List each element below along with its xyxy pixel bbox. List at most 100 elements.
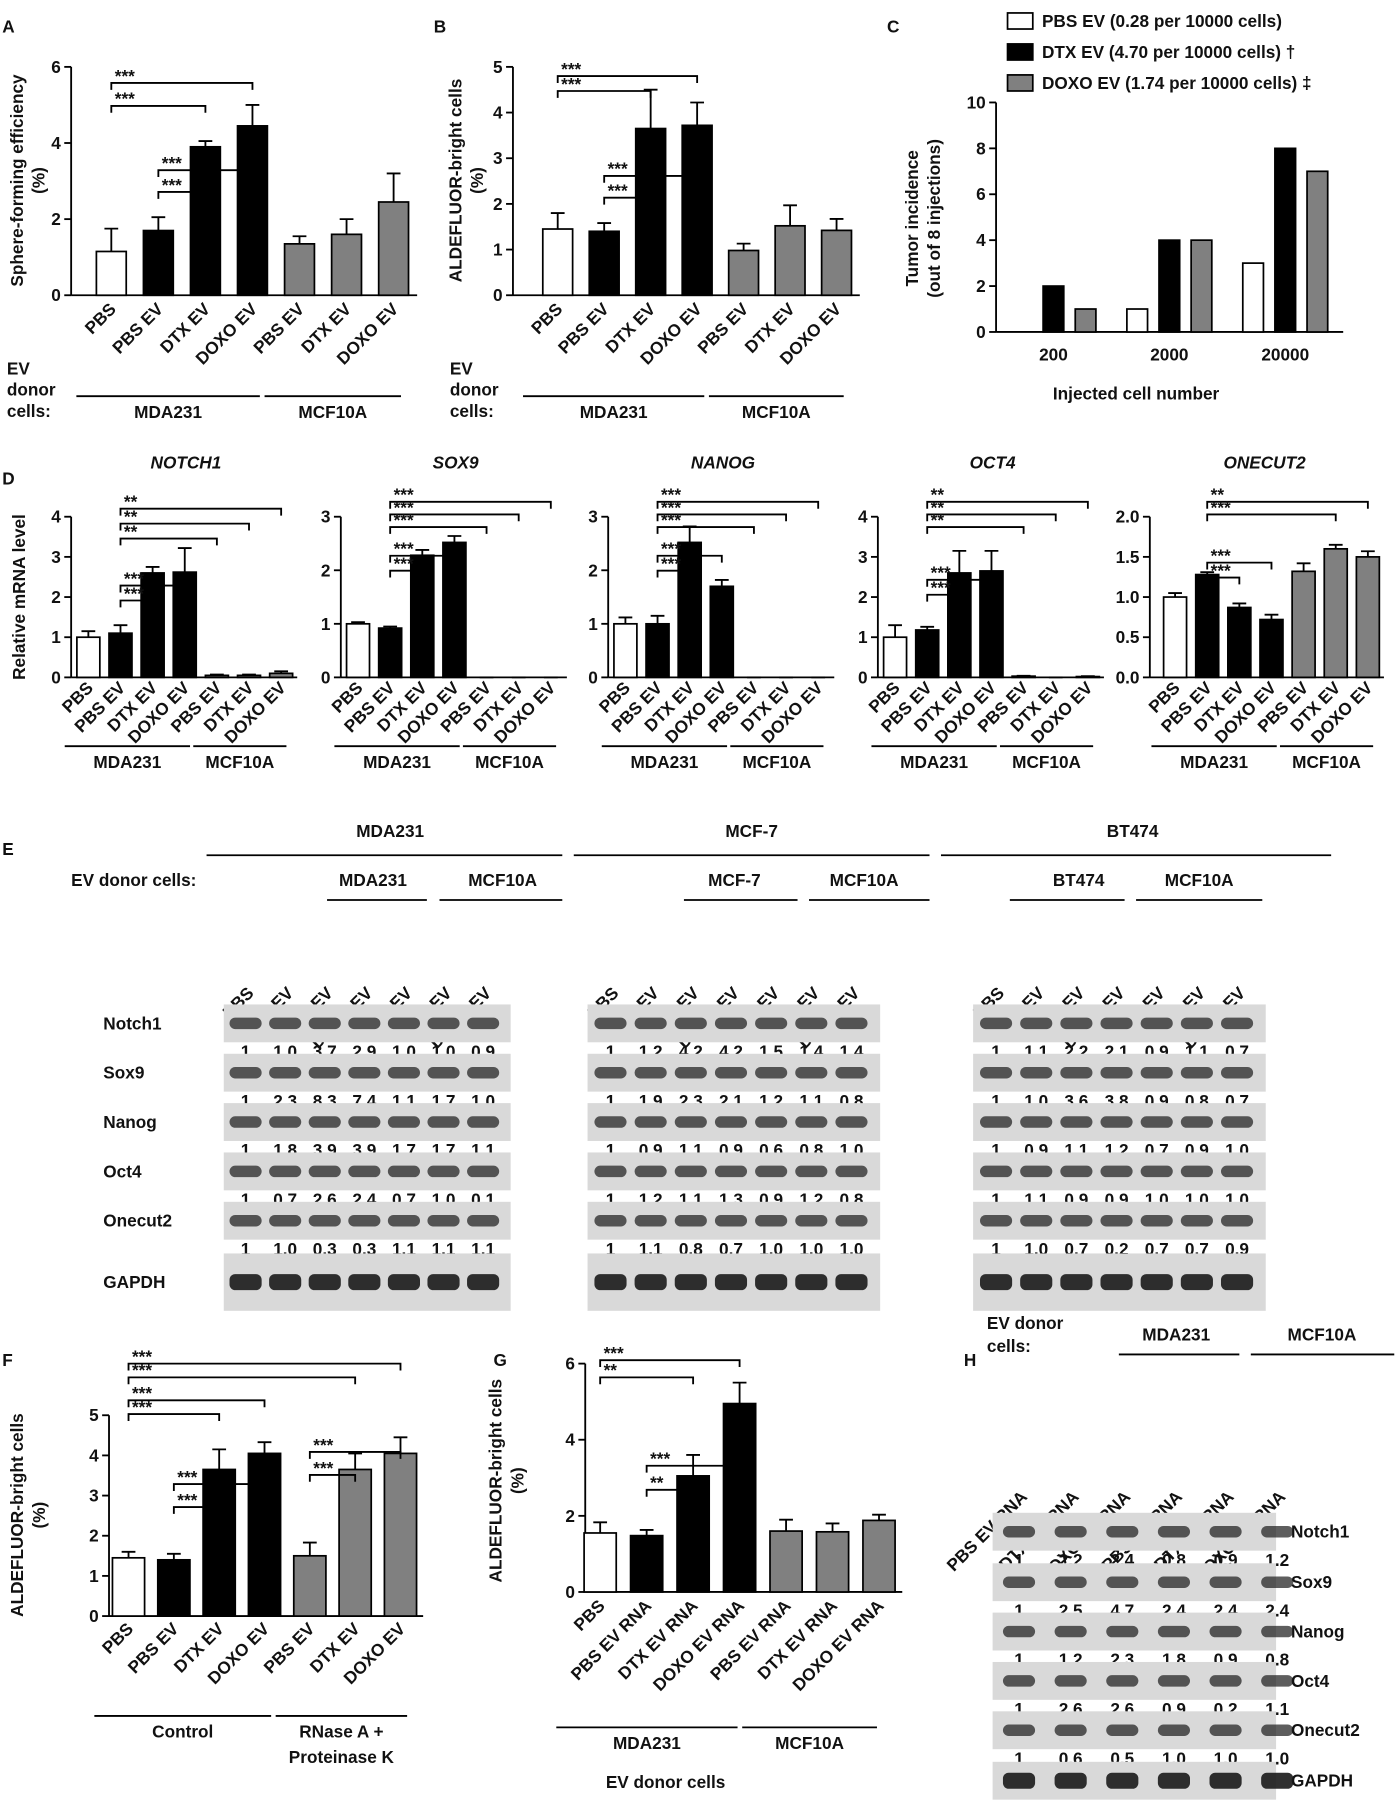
blot-band [1002,1675,1036,1687]
blot-band [1054,1675,1087,1687]
significance-label: *** [561,59,581,79]
blot-band [1002,1576,1036,1588]
blot-band [1209,1675,1242,1687]
blot-band [1106,1724,1139,1736]
bar [236,125,269,297]
error-bar [984,549,999,571]
bar [588,230,620,297]
bar [268,672,294,679]
blot-band [467,1066,500,1079]
significance-bracket [1206,500,1369,509]
y-tick-label: 2 [51,209,61,229]
x-tick-label: 20000 [1261,345,1309,365]
blot-band [308,1017,341,1030]
significance-label: *** [608,159,628,179]
quantification: 1 [1014,1550,1024,1570]
significance-bracket [656,500,820,509]
blot-band [795,1165,828,1178]
blot-band [634,1274,667,1291]
bar [204,674,230,679]
significance-label: *** [561,74,581,94]
blot-band [1220,1215,1254,1227]
group-label: MDA231 [1142,1325,1210,1345]
y-tick-label: 0.5 [1116,627,1140,647]
error-bar [210,673,224,676]
significance-label: *** [132,1383,152,1403]
significance-label: *** [313,1458,333,1478]
y-axis-label: Relative mRNA level [9,514,29,680]
blot-band [755,1066,788,1079]
panel-letter: C [887,16,899,36]
significance-bracket [119,599,154,608]
blot-band [1180,1017,1213,1030]
blot-band [1140,1274,1173,1291]
chart-title: SOX9 [433,453,479,473]
y-axis-label: (%) [29,1502,49,1529]
bar [629,1534,664,1593]
y-axis-label: (%) [467,167,487,194]
bar [727,249,760,297]
significance-label: *** [661,485,681,505]
blot-band [1060,1215,1093,1227]
blot-band [229,1017,262,1030]
bar [541,228,574,297]
blot-band [1261,1675,1294,1687]
blot-band [594,1274,627,1291]
error-bar [81,630,96,638]
y-tick-label: 3 [321,507,331,527]
bar [709,585,735,679]
blot-band [1060,1066,1093,1079]
row-label: Notch1 [1291,1522,1350,1542]
blot-band [714,1116,748,1128]
blot-band [714,1017,748,1030]
blot-band [634,1017,667,1030]
blot-band [1209,1576,1242,1588]
significance-label: *** [394,497,414,517]
blot-band [1020,1215,1053,1227]
x-axis-label: EV donor cells [606,1772,726,1792]
quantification: 1 [991,1190,1001,1210]
bar [1194,573,1220,679]
blot-band [1140,1116,1173,1128]
y-tick-label: 2.0 [1116,507,1140,527]
row-label: Oct4 [1291,1671,1330,1691]
quantification: 1 [606,1190,616,1210]
y-tick-label: 0.0 [1116,667,1140,687]
error-bar [1264,613,1279,620]
significance-bracket [110,82,254,90]
bar [330,233,363,297]
bar [1306,170,1329,333]
blot-band [1180,1215,1213,1227]
chart-title: OCT4 [970,453,1016,473]
bar [338,1468,373,1617]
group-label: MCF10A [1288,1325,1357,1345]
significance-label: *** [177,1467,197,1487]
error-bar [593,1521,608,1533]
y-tick-label: 3 [858,547,868,567]
bar [156,1558,191,1617]
y-tick-label: 8 [976,138,986,158]
y-tick-label: 1 [89,1566,99,1586]
y-tick-label: 4 [858,507,868,527]
error-bar [274,670,289,674]
bar [914,629,940,679]
significance-label: *** [132,1360,152,1380]
group-label: MCF10A [298,402,367,422]
blot-band [1157,1576,1190,1588]
significance-label: *** [132,1346,152,1366]
bar [681,124,713,297]
significance-bracket [645,1488,695,1497]
blot-band [348,1274,381,1291]
blot-band [387,1165,420,1178]
blot-band [308,1116,341,1128]
bar [1042,285,1065,333]
error-bar [783,204,797,226]
x-tick-label: PBS EV [124,1618,183,1677]
y-tick-label: 6 [51,57,61,77]
block-title: MDA231 [356,821,424,841]
error-bar [779,1518,793,1532]
error-bar [550,212,565,230]
blot-band [755,1274,788,1291]
group-label: MDA231 [339,870,407,890]
blot-band [1020,1274,1053,1291]
